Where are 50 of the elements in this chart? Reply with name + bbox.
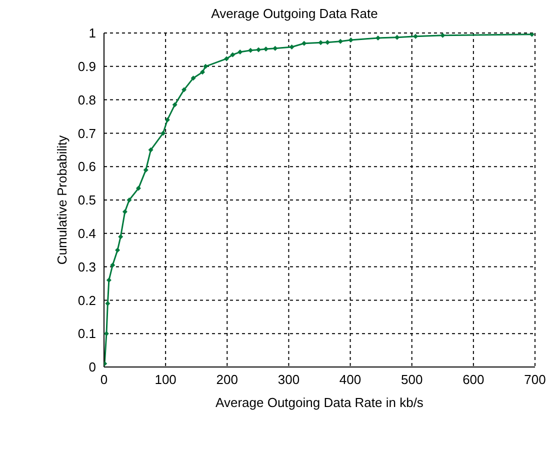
y-tick-label: 0.2 <box>78 292 96 308</box>
x-tick-label: 700 <box>524 372 546 388</box>
y-tick-label: 0 <box>88 360 96 375</box>
point <box>224 56 230 62</box>
x-tick-label: 300 <box>278 372 300 388</box>
point <box>289 44 294 50</box>
point <box>182 87 187 92</box>
x-tick-label: 200 <box>216 372 238 388</box>
point <box>238 50 243 55</box>
point <box>256 47 262 52</box>
y-tick-label: 0.7 <box>78 126 96 141</box>
point <box>203 64 208 69</box>
point <box>148 147 154 152</box>
y-tick-label: 0.9 <box>78 59 96 74</box>
x-tick-label: 100 <box>154 372 176 388</box>
y-axis-title: Cumulative Probability <box>54 134 70 265</box>
x-tick-label: 400 <box>339 372 362 388</box>
point <box>230 52 236 58</box>
point <box>325 40 330 45</box>
point <box>440 33 446 38</box>
point <box>348 38 354 43</box>
point <box>126 198 132 202</box>
point <box>160 130 166 136</box>
x-tick-label: 500 <box>401 372 423 388</box>
point <box>118 234 124 240</box>
y-tick-label: 1 <box>88 26 96 41</box>
point <box>318 40 324 46</box>
x-tick-label: 600 <box>462 372 484 388</box>
point <box>172 102 178 108</box>
y-tick-label: 0.4 <box>78 226 96 242</box>
y-tick-label: 0.6 <box>78 159 96 174</box>
y-tick-label: 0.5 <box>78 192 96 208</box>
x-tick-label: 0 <box>100 372 108 388</box>
point <box>110 262 116 268</box>
point <box>338 38 343 44</box>
point <box>272 46 278 51</box>
point <box>115 248 120 253</box>
point <box>200 70 206 75</box>
point <box>143 167 148 172</box>
point <box>122 209 128 214</box>
y-tick-label: 0.1 <box>78 326 96 342</box>
point <box>190 76 196 81</box>
x-axis-title: Average Outgoing Data Rate in kb/s <box>216 395 424 410</box>
point <box>248 48 254 53</box>
chart-title: Average Outgoing Data Rate <box>210 6 379 21</box>
point <box>529 33 534 37</box>
point <box>164 117 170 122</box>
y-tick-label: 0.8 <box>78 92 96 108</box>
point <box>136 186 141 191</box>
y-tick-label: 0.3 <box>78 259 96 274</box>
